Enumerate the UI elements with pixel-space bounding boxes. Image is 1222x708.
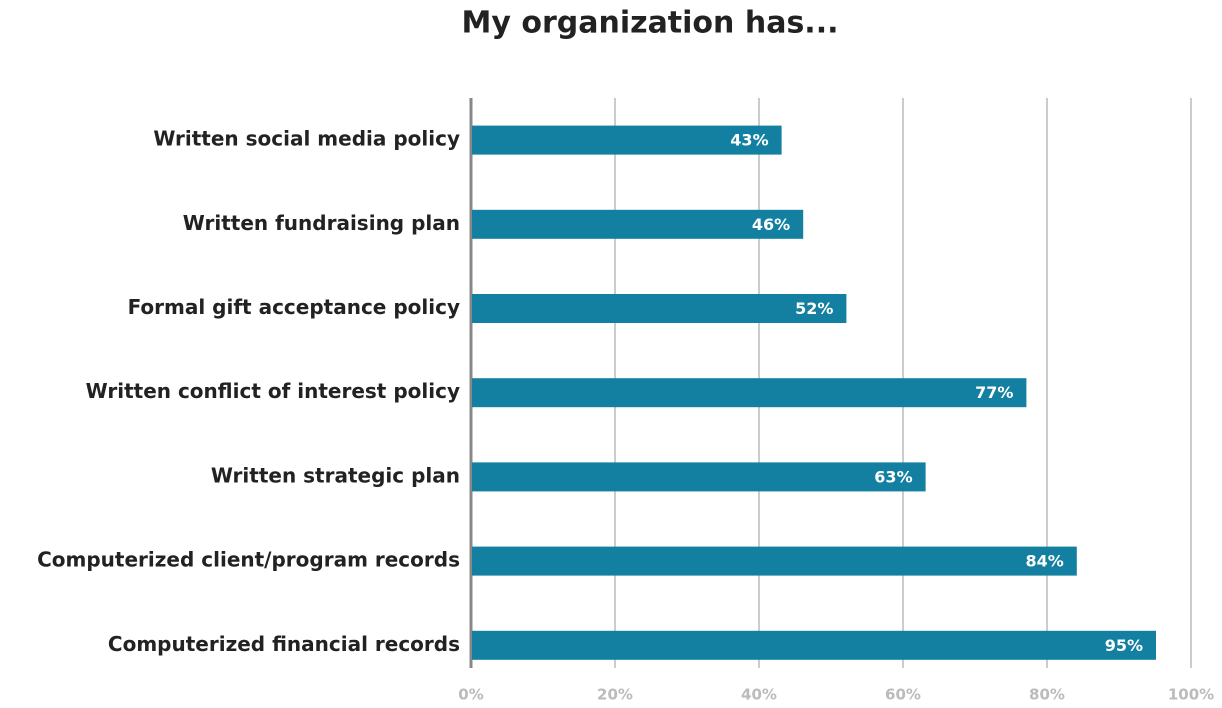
value-label: 46% <box>752 215 790 234</box>
chart-title: My organization has... <box>461 6 838 41</box>
value-label: 77% <box>975 383 1013 402</box>
bar <box>472 630 1156 660</box>
value-label: 52% <box>795 299 833 318</box>
value-label: 63% <box>874 467 912 486</box>
value-label: 43% <box>730 131 768 150</box>
y-tick-label: Written social media policy <box>153 127 460 151</box>
bar <box>472 294 847 323</box>
value-label: 84% <box>1026 552 1064 571</box>
bar <box>472 546 1077 576</box>
y-tick-label: Written fundraising plan <box>183 211 460 235</box>
y-tick-label: Formal gift acceptance policy <box>128 295 460 319</box>
x-tick-label: 60% <box>885 686 921 704</box>
bar <box>472 209 804 239</box>
x-tick-label: 20% <box>597 686 633 704</box>
value-label: 95% <box>1105 636 1143 655</box>
x-tick-label: 80% <box>1029 686 1065 704</box>
x-tick-label: 40% <box>741 686 777 704</box>
y-tick-label: Written conflict of interest policy <box>86 379 460 403</box>
x-tick-label: 100% <box>1168 686 1214 704</box>
y-tick-label: Written strategic plan <box>211 463 460 487</box>
x-tick-label: 0% <box>458 686 483 704</box>
y-tick-label: Computerized client/program records <box>37 548 460 572</box>
bar <box>472 462 926 492</box>
y-tick-label: Computerized financial records <box>108 632 460 656</box>
bar <box>472 125 782 155</box>
bar <box>472 378 1027 408</box>
